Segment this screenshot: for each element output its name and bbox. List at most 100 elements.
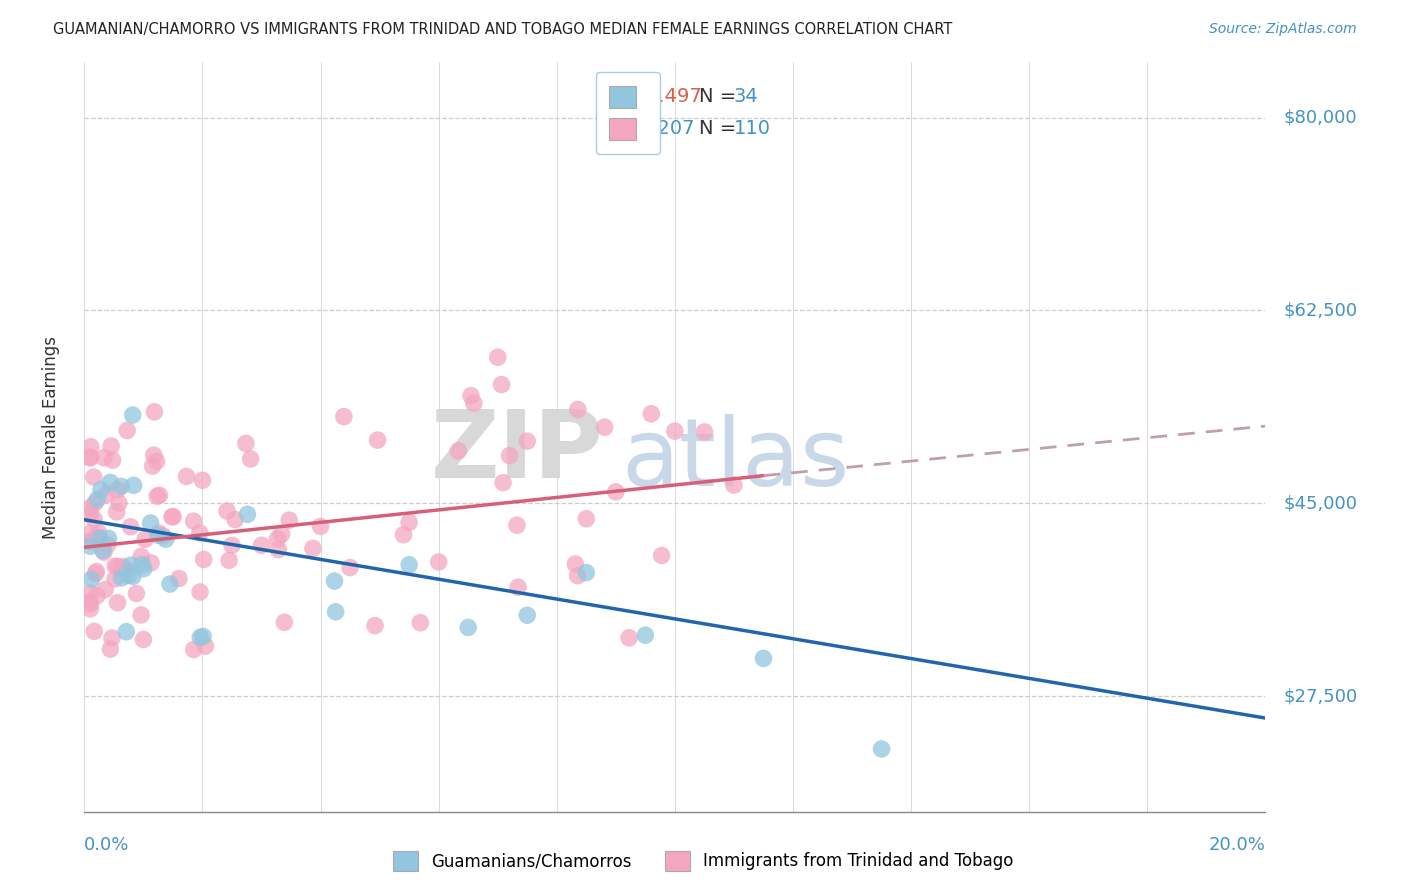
Point xyxy=(115,563,138,577)
Point xyxy=(97,538,120,552)
Point xyxy=(273,615,295,630)
Point xyxy=(176,469,198,483)
Point xyxy=(221,538,243,552)
Point xyxy=(98,475,121,490)
Point xyxy=(270,527,292,541)
Text: Median Female Earnings: Median Female Earnings xyxy=(42,335,60,539)
Point xyxy=(191,629,214,643)
Point xyxy=(80,534,103,549)
Point xyxy=(427,555,450,569)
Point xyxy=(491,377,513,392)
Point xyxy=(134,533,156,547)
Point xyxy=(79,597,101,611)
Point xyxy=(723,478,745,492)
Point xyxy=(492,475,515,490)
Point xyxy=(125,586,148,600)
Point xyxy=(110,479,132,493)
Point xyxy=(122,569,145,583)
Point xyxy=(89,531,111,545)
Point xyxy=(575,566,598,580)
Point xyxy=(79,500,101,515)
Point xyxy=(122,478,145,492)
Point xyxy=(148,488,170,502)
Point xyxy=(107,559,129,574)
Point xyxy=(146,489,169,503)
Point xyxy=(100,439,122,453)
Point xyxy=(104,572,127,586)
Point xyxy=(309,519,332,533)
Point xyxy=(79,450,101,464)
Point xyxy=(152,529,174,543)
Legend: , : , xyxy=(596,72,659,154)
Point xyxy=(193,552,215,566)
Point xyxy=(457,620,479,634)
Point xyxy=(567,402,589,417)
Point xyxy=(148,526,170,541)
Point xyxy=(111,559,134,574)
Point xyxy=(86,589,108,603)
Point xyxy=(367,433,389,447)
Point xyxy=(132,632,155,647)
Point xyxy=(94,582,117,597)
Point xyxy=(463,396,485,410)
Point xyxy=(516,608,538,623)
Point xyxy=(104,559,127,574)
Point xyxy=(107,596,129,610)
Point xyxy=(333,409,356,424)
Point xyxy=(167,572,190,586)
Text: N =: N = xyxy=(699,119,742,138)
Point xyxy=(398,558,420,572)
Point xyxy=(398,516,420,530)
Point xyxy=(183,514,205,528)
Point xyxy=(188,525,211,540)
Point xyxy=(567,568,589,582)
Point xyxy=(159,577,181,591)
Point xyxy=(325,605,347,619)
Point xyxy=(564,557,586,571)
Text: atlas: atlas xyxy=(621,414,851,506)
Point xyxy=(447,443,470,458)
Point xyxy=(146,528,169,542)
Text: ZIP: ZIP xyxy=(432,406,605,498)
Point xyxy=(84,566,107,581)
Point xyxy=(651,549,673,563)
Point xyxy=(132,562,155,576)
Point xyxy=(83,470,105,484)
Text: 34: 34 xyxy=(734,87,759,105)
Point xyxy=(506,580,529,594)
Point xyxy=(129,607,152,622)
Text: 20.0%: 20.0% xyxy=(1209,836,1265,854)
Point xyxy=(139,516,162,530)
Point xyxy=(160,509,183,524)
Point xyxy=(516,434,538,449)
Text: Source: ZipAtlas.com: Source: ZipAtlas.com xyxy=(1209,22,1357,37)
Text: N =: N = xyxy=(699,87,742,105)
Point xyxy=(86,565,108,579)
Point xyxy=(79,586,101,600)
Point xyxy=(87,525,110,540)
Point xyxy=(145,454,167,468)
Point xyxy=(79,526,101,541)
Point xyxy=(142,459,165,474)
Point xyxy=(155,532,177,546)
Point xyxy=(101,453,124,467)
Point xyxy=(79,539,101,553)
Point xyxy=(634,628,657,642)
Point xyxy=(486,351,509,365)
Point xyxy=(302,541,325,556)
Point xyxy=(101,631,124,645)
Point xyxy=(96,487,118,501)
Point xyxy=(339,560,361,574)
Point xyxy=(115,424,138,438)
Point xyxy=(120,520,142,534)
Point xyxy=(93,450,115,465)
Point xyxy=(191,473,214,487)
Point xyxy=(605,484,627,499)
Point xyxy=(139,556,162,570)
Text: $45,000: $45,000 xyxy=(1284,494,1357,512)
Point xyxy=(79,534,101,549)
Point xyxy=(131,558,153,572)
Text: GUAMANIAN/CHAMORRO VS IMMIGRANTS FROM TRINIDAD AND TOBAGO MEDIAN FEMALE EARNINGS: GUAMANIAN/CHAMORRO VS IMMIGRANTS FROM TR… xyxy=(53,22,953,37)
Point xyxy=(218,553,240,567)
Point xyxy=(83,512,105,526)
